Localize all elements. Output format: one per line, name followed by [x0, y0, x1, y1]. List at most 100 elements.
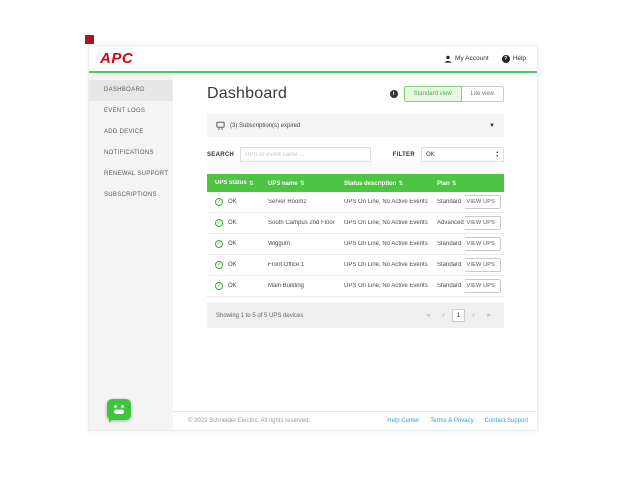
top-bar: APC My Account ? Help [89, 46, 537, 73]
status-cell: OK [228, 220, 237, 226]
description-cell: UPS On Line, No Active Events [344, 262, 428, 268]
subscription-banner-text: (3) Subscription(s) expired [230, 122, 301, 129]
pagination-controls: « ‹ 1 › » [422, 309, 495, 322]
pagination-summary: Showing 1 to 5 of 5 UPS devices [216, 312, 304, 319]
status-cell: OK [228, 199, 237, 205]
ok-status-icon: ✓ [215, 282, 223, 290]
footer-links: Help Center Terms & Privacy Contact Supp… [387, 418, 528, 424]
ups-table: UPS status ⇅ UPS name ⇅ Status description… [207, 174, 504, 297]
view-ups-button[interactable]: VIEW UPS [465, 258, 501, 272]
sidebar-item-renewal-support[interactable]: RENEWAL SUPPORT [104, 171, 169, 177]
ok-status-icon: ✓ [215, 219, 223, 227]
view-ups-button[interactable]: VIEW UPS [465, 237, 501, 251]
prev-page-button[interactable]: ‹ [437, 309, 450, 322]
description-cell: UPS On Line, No Active Events [344, 241, 428, 247]
table-row: ✓ OK Main Building UPS On Line, No Active… [207, 276, 504, 297]
topbar-actions: My Account ? Help [444, 54, 526, 63]
name-cell: Front Office 1 [268, 262, 305, 268]
table-row: ✓ OK Server Room2 UPS On Line, No Active … [207, 192, 504, 213]
red-marker [85, 35, 94, 44]
sidebar-item-notifications[interactable]: NOTIFICATIONS [104, 150, 154, 156]
device-icon [216, 121, 225, 130]
help-button[interactable]: ? Help [501, 54, 526, 63]
sort-icon: ⇅ [398, 180, 404, 187]
status-cell: OK [228, 283, 237, 289]
plan-cell: Standard [437, 262, 462, 268]
chevron-down-icon[interactable]: ▼ [489, 122, 495, 129]
footer: © 2022 Schneider Electric. All rights re… [173, 411, 537, 430]
help-icon: ? [501, 54, 510, 63]
filter-select[interactable]: OK ▲ ▼ [421, 147, 504, 162]
sort-icon: ⇅ [248, 180, 254, 187]
view-ups-button[interactable]: VIEW UPS [465, 195, 501, 209]
pagination-bar: Showing 1 to 5 of 5 UPS devices « ‹ 1 › … [207, 303, 504, 328]
name-cell: Server Room2 [268, 199, 307, 205]
subscription-banner[interactable]: (3) Subscription(s) expired ▼ [207, 114, 504, 137]
ok-status-icon: ✓ [215, 198, 223, 206]
sidebar-item-dashboard[interactable]: DASHBOARD [89, 80, 173, 101]
chat-button[interactable] [107, 399, 131, 423]
table-row: ✓ OK South Campus 2nd Floor UPS On Line, … [207, 213, 504, 234]
select-arrows-icon: ▲ ▼ [495, 149, 499, 158]
filter-value: OK [426, 151, 435, 158]
header-ups-name[interactable]: UPS name ⇅ [268, 180, 305, 187]
page-title: Dashboard [207, 85, 288, 102]
next-page-button[interactable]: › [467, 309, 480, 322]
sort-icon: ⇅ [451, 180, 457, 187]
view-ups-button[interactable]: VIEW UPS [465, 279, 501, 293]
ok-status-icon: ✓ [215, 240, 223, 248]
app-window: APC My Account ? Help DASHBOARD EVENT LO… [88, 45, 538, 431]
search-input[interactable] [240, 147, 372, 162]
search-filter-row: SEARCH FILTER OK ▲▼ [207, 147, 504, 162]
body: DASHBOARD EVENT LOGS ADD DEVICE NOTIFICA… [89, 73, 537, 430]
view-ups-button[interactable]: VIEW UPS [465, 216, 501, 230]
status-cell: OK [228, 241, 237, 247]
header-ups-status[interactable]: UPS status ⇅ [215, 180, 254, 187]
copyright-text: © 2022 Schneider Electric. All rights re… [188, 418, 311, 424]
plan-cell: Standard [437, 199, 462, 205]
apc-logo: APC [100, 50, 134, 67]
status-cell: OK [228, 262, 237, 268]
main-area: Dashboard i Standard view Lite view [173, 73, 537, 430]
filter-label: FILTER [392, 151, 415, 158]
standard-view-button[interactable]: Standard view [403, 86, 462, 102]
lite-view-button[interactable]: Lite view [460, 86, 504, 102]
plan-cell: Advanced [437, 220, 464, 226]
help-center-link[interactable]: Help Center [387, 418, 420, 424]
name-cell: Wiggum [268, 241, 291, 247]
my-account-button[interactable]: My Account [444, 55, 489, 63]
table-row: ✓ OK Front Office 1 UPS On Line, No Activ… [207, 255, 504, 276]
contact-support-link[interactable]: Contact Support [484, 418, 528, 424]
info-icon[interactable]: i [389, 90, 398, 98]
table-header: UPS status ⇅ UPS name ⇅ Status description… [207, 174, 504, 192]
terms-privacy-link[interactable]: Terms & Privacy [430, 418, 474, 424]
sidebar-item-subscriptions[interactable]: SUBSCRIPTIONS [104, 192, 157, 198]
chat-smiley-icon [107, 405, 131, 423]
my-account-label: My Account [455, 55, 489, 62]
plan-cell: Standard [437, 283, 462, 289]
view-toggle: Standard view Lite view [403, 86, 504, 102]
description-cell: UPS On Line, No Active Events [344, 220, 428, 226]
header-plan[interactable]: Plan ⇅ [437, 180, 457, 187]
main-content: Dashboard i Standard view Lite view [173, 73, 537, 411]
search-label: SEARCH [207, 151, 235, 158]
title-row: Dashboard i Standard view Lite view [207, 85, 504, 103]
help-label: Help [512, 55, 526, 62]
table-row: ✓ OK Wiggum UPS On Line, No Active Events… [207, 234, 504, 255]
plan-cell: Standard [437, 241, 462, 247]
sidebar: DASHBOARD EVENT LOGS ADD DEVICE NOTIFICA… [89, 73, 173, 430]
name-cell: South Campus 2nd Floor [268, 220, 335, 226]
page-1-button[interactable]: 1 [452, 309, 465, 322]
sidebar-item-event-logs[interactable]: EVENT LOGS [104, 108, 146, 114]
description-cell: UPS On Line, No Active Events [344, 283, 428, 289]
last-page-button[interactable]: » [482, 309, 495, 322]
sidebar-item-add-device[interactable]: ADD DEVICE [104, 129, 144, 135]
user-icon [444, 55, 452, 63]
description-cell: UPS On Line, No Active Events [344, 199, 428, 205]
first-page-button[interactable]: « [422, 309, 435, 322]
ok-status-icon: ✓ [215, 261, 223, 269]
name-cell: Main Building [268, 283, 305, 289]
sort-icon: ⇅ [299, 180, 305, 187]
header-status-description[interactable]: Status description ⇅ [344, 180, 404, 187]
